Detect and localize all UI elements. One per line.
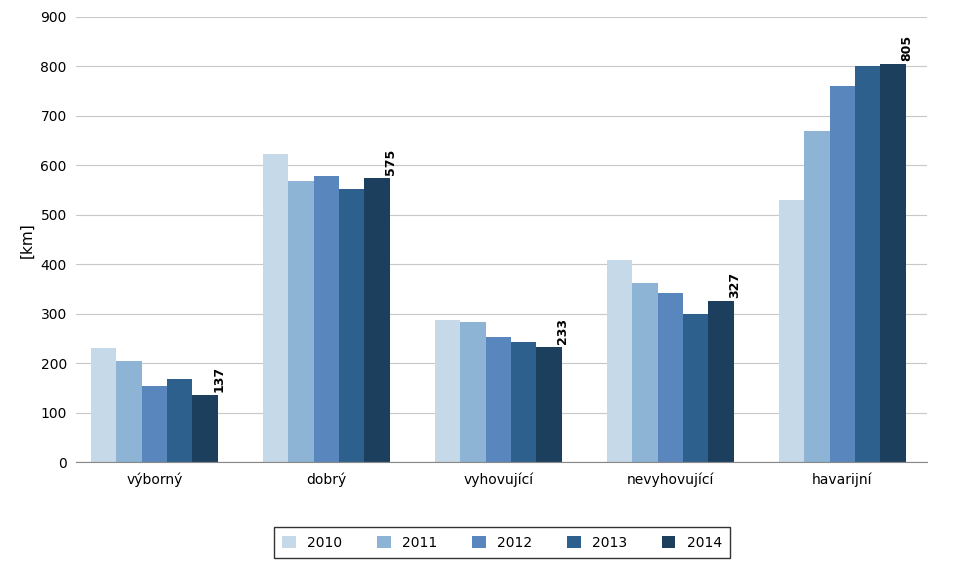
Bar — [830, 86, 855, 462]
Bar — [536, 347, 561, 462]
Bar — [511, 342, 536, 462]
Bar — [117, 361, 141, 462]
Text: 233: 233 — [556, 318, 570, 344]
Bar — [91, 347, 117, 462]
Bar — [880, 64, 905, 462]
Bar — [364, 178, 390, 462]
Bar — [339, 189, 364, 462]
Bar — [167, 380, 192, 462]
Bar — [607, 261, 632, 462]
Text: 327: 327 — [728, 271, 742, 298]
Bar — [263, 154, 289, 462]
Bar — [779, 200, 804, 462]
Bar — [708, 301, 733, 462]
Y-axis label: [km]: [km] — [20, 222, 34, 258]
Bar — [855, 67, 880, 462]
Text: 575: 575 — [384, 148, 398, 175]
Bar — [683, 314, 708, 462]
Text: 137: 137 — [212, 365, 226, 391]
Bar — [192, 395, 218, 462]
Bar — [435, 320, 460, 462]
Bar — [486, 337, 511, 462]
Bar — [289, 181, 314, 462]
Bar — [460, 323, 486, 462]
Legend: 2010, 2011, 2012, 2013, 2014: 2010, 2011, 2012, 2013, 2014 — [273, 527, 730, 558]
Bar — [658, 293, 683, 462]
Bar — [314, 177, 339, 462]
Text: 805: 805 — [901, 35, 913, 61]
Bar — [804, 131, 830, 462]
Bar — [141, 386, 167, 462]
Bar — [632, 283, 658, 462]
